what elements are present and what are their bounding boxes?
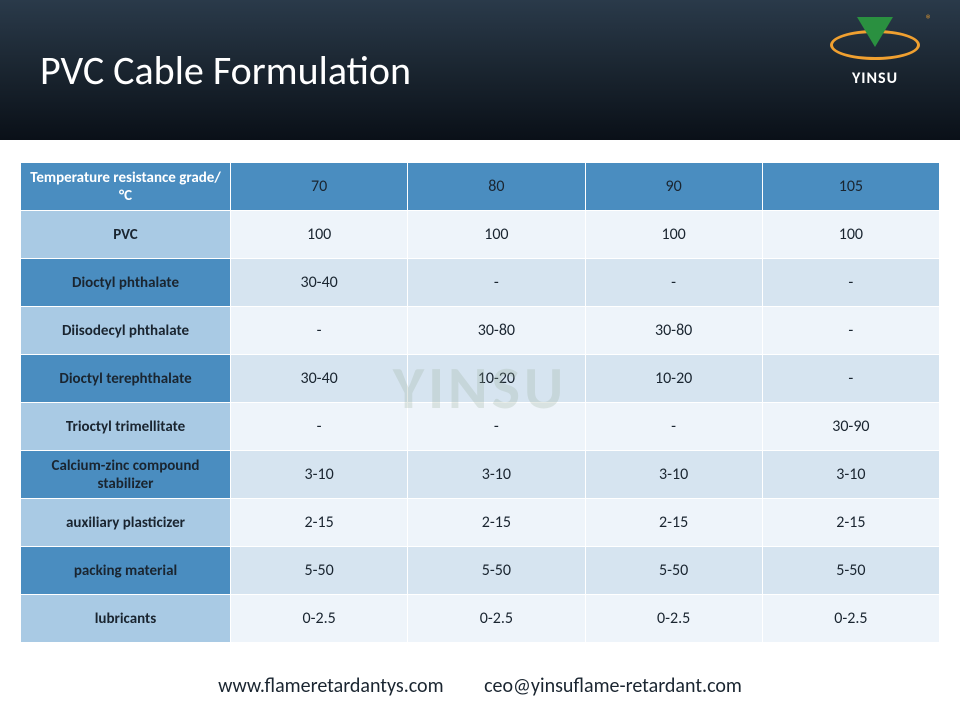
table-cell: 30-80 [585, 307, 762, 355]
row-label: Dioctyl terephthalate [21, 355, 231, 403]
table-row: Dioctyl terephthalate 30-40 10-20 10-20 … [21, 355, 940, 403]
table-cell: - [408, 259, 585, 307]
page-title: PVC Cable Formulation [40, 46, 411, 95]
row-label: lubricants [21, 595, 231, 643]
table-cell: 10-20 [408, 355, 585, 403]
table-header-row: Temperature resistance grade/°C 70 80 90… [21, 163, 940, 211]
table-row: Dioctyl phthalate 30-40 - - - [21, 259, 940, 307]
table-row: Calcium-zinc compound stabilizer 3-10 3-… [21, 451, 940, 499]
table-cell: 0-2.5 [585, 595, 762, 643]
table-cell: 30-80 [408, 307, 585, 355]
table-cell: 30-90 [762, 403, 939, 451]
table-cell: 30-40 [231, 259, 408, 307]
row-label: Calcium-zinc compound stabilizer [21, 451, 231, 499]
table-cell: 5-50 [585, 547, 762, 595]
registered-icon: ® [926, 13, 932, 27]
table-row: PVC 100 100 100 100 [21, 211, 940, 259]
row-label: Trioctyl trimellitate [21, 403, 231, 451]
table-cell: 2-15 [762, 499, 939, 547]
table-cell: - [585, 259, 762, 307]
row-label: auxiliary plasticizer [21, 499, 231, 547]
header-label: Temperature resistance grade/°C [21, 163, 231, 211]
table-cell: 5-50 [762, 547, 939, 595]
table-cell: - [585, 403, 762, 451]
table-cell: 100 [585, 211, 762, 259]
table-row: Diisodecyl phthalate - 30-80 30-80 - [21, 307, 940, 355]
footer-email: ceo@yinsuflame-retardant.com [484, 674, 742, 698]
row-label: Dioctyl phthalate [21, 259, 231, 307]
table-cell: - [231, 403, 408, 451]
brand-logo: ® YINSU [820, 15, 930, 95]
table-cell: 100 [231, 211, 408, 259]
table-cell: 3-10 [231, 451, 408, 499]
table-cell: - [231, 307, 408, 355]
table-row: Trioctyl trimellitate - - - 30-90 [21, 403, 940, 451]
header-cell: 70 [231, 163, 408, 211]
slide-header: PVC Cable Formulation ® YINSU [0, 0, 960, 140]
table-cell: 100 [762, 211, 939, 259]
header-cell: 80 [408, 163, 585, 211]
table-cell: - [762, 307, 939, 355]
row-label: PVC [21, 211, 231, 259]
row-label: packing material [21, 547, 231, 595]
table-row: auxiliary plasticizer 2-15 2-15 2-15 2-1… [21, 499, 940, 547]
table-cell: 2-15 [408, 499, 585, 547]
logo-text: YINSU [852, 69, 898, 88]
formulation-table: Temperature resistance grade/°C 70 80 90… [20, 162, 940, 643]
table-cell: 0-2.5 [231, 595, 408, 643]
table-cell: 2-15 [231, 499, 408, 547]
table-cell: 5-50 [231, 547, 408, 595]
table-row: packing material 5-50 5-50 5-50 5-50 [21, 547, 940, 595]
logo-mark-icon [830, 22, 920, 67]
table-cell: 3-10 [762, 451, 939, 499]
table-cell: 2-15 [585, 499, 762, 547]
table-cell: 10-20 [585, 355, 762, 403]
table-cell: 100 [408, 211, 585, 259]
slide-footer: www.flameretardantys.com ceo@yinsuflame-… [0, 674, 960, 698]
header-cell: 105 [762, 163, 939, 211]
table-cell: 0-2.5 [408, 595, 585, 643]
table-cell: - [762, 355, 939, 403]
table-row: lubricants 0-2.5 0-2.5 0-2.5 0-2.5 [21, 595, 940, 643]
table-cell: 30-40 [231, 355, 408, 403]
table-cell: 3-10 [408, 451, 585, 499]
row-label: Diisodecyl phthalate [21, 307, 231, 355]
table-cell: 5-50 [408, 547, 585, 595]
table-cell: 0-2.5 [762, 595, 939, 643]
table-cell: 3-10 [585, 451, 762, 499]
table-cell: - [408, 403, 585, 451]
header-cell: 90 [585, 163, 762, 211]
table-cell: - [762, 259, 939, 307]
table-container: YINSU Temperature resistance grade/°C 70… [0, 140, 960, 643]
footer-url: www.flameretardantys.com [218, 674, 443, 698]
